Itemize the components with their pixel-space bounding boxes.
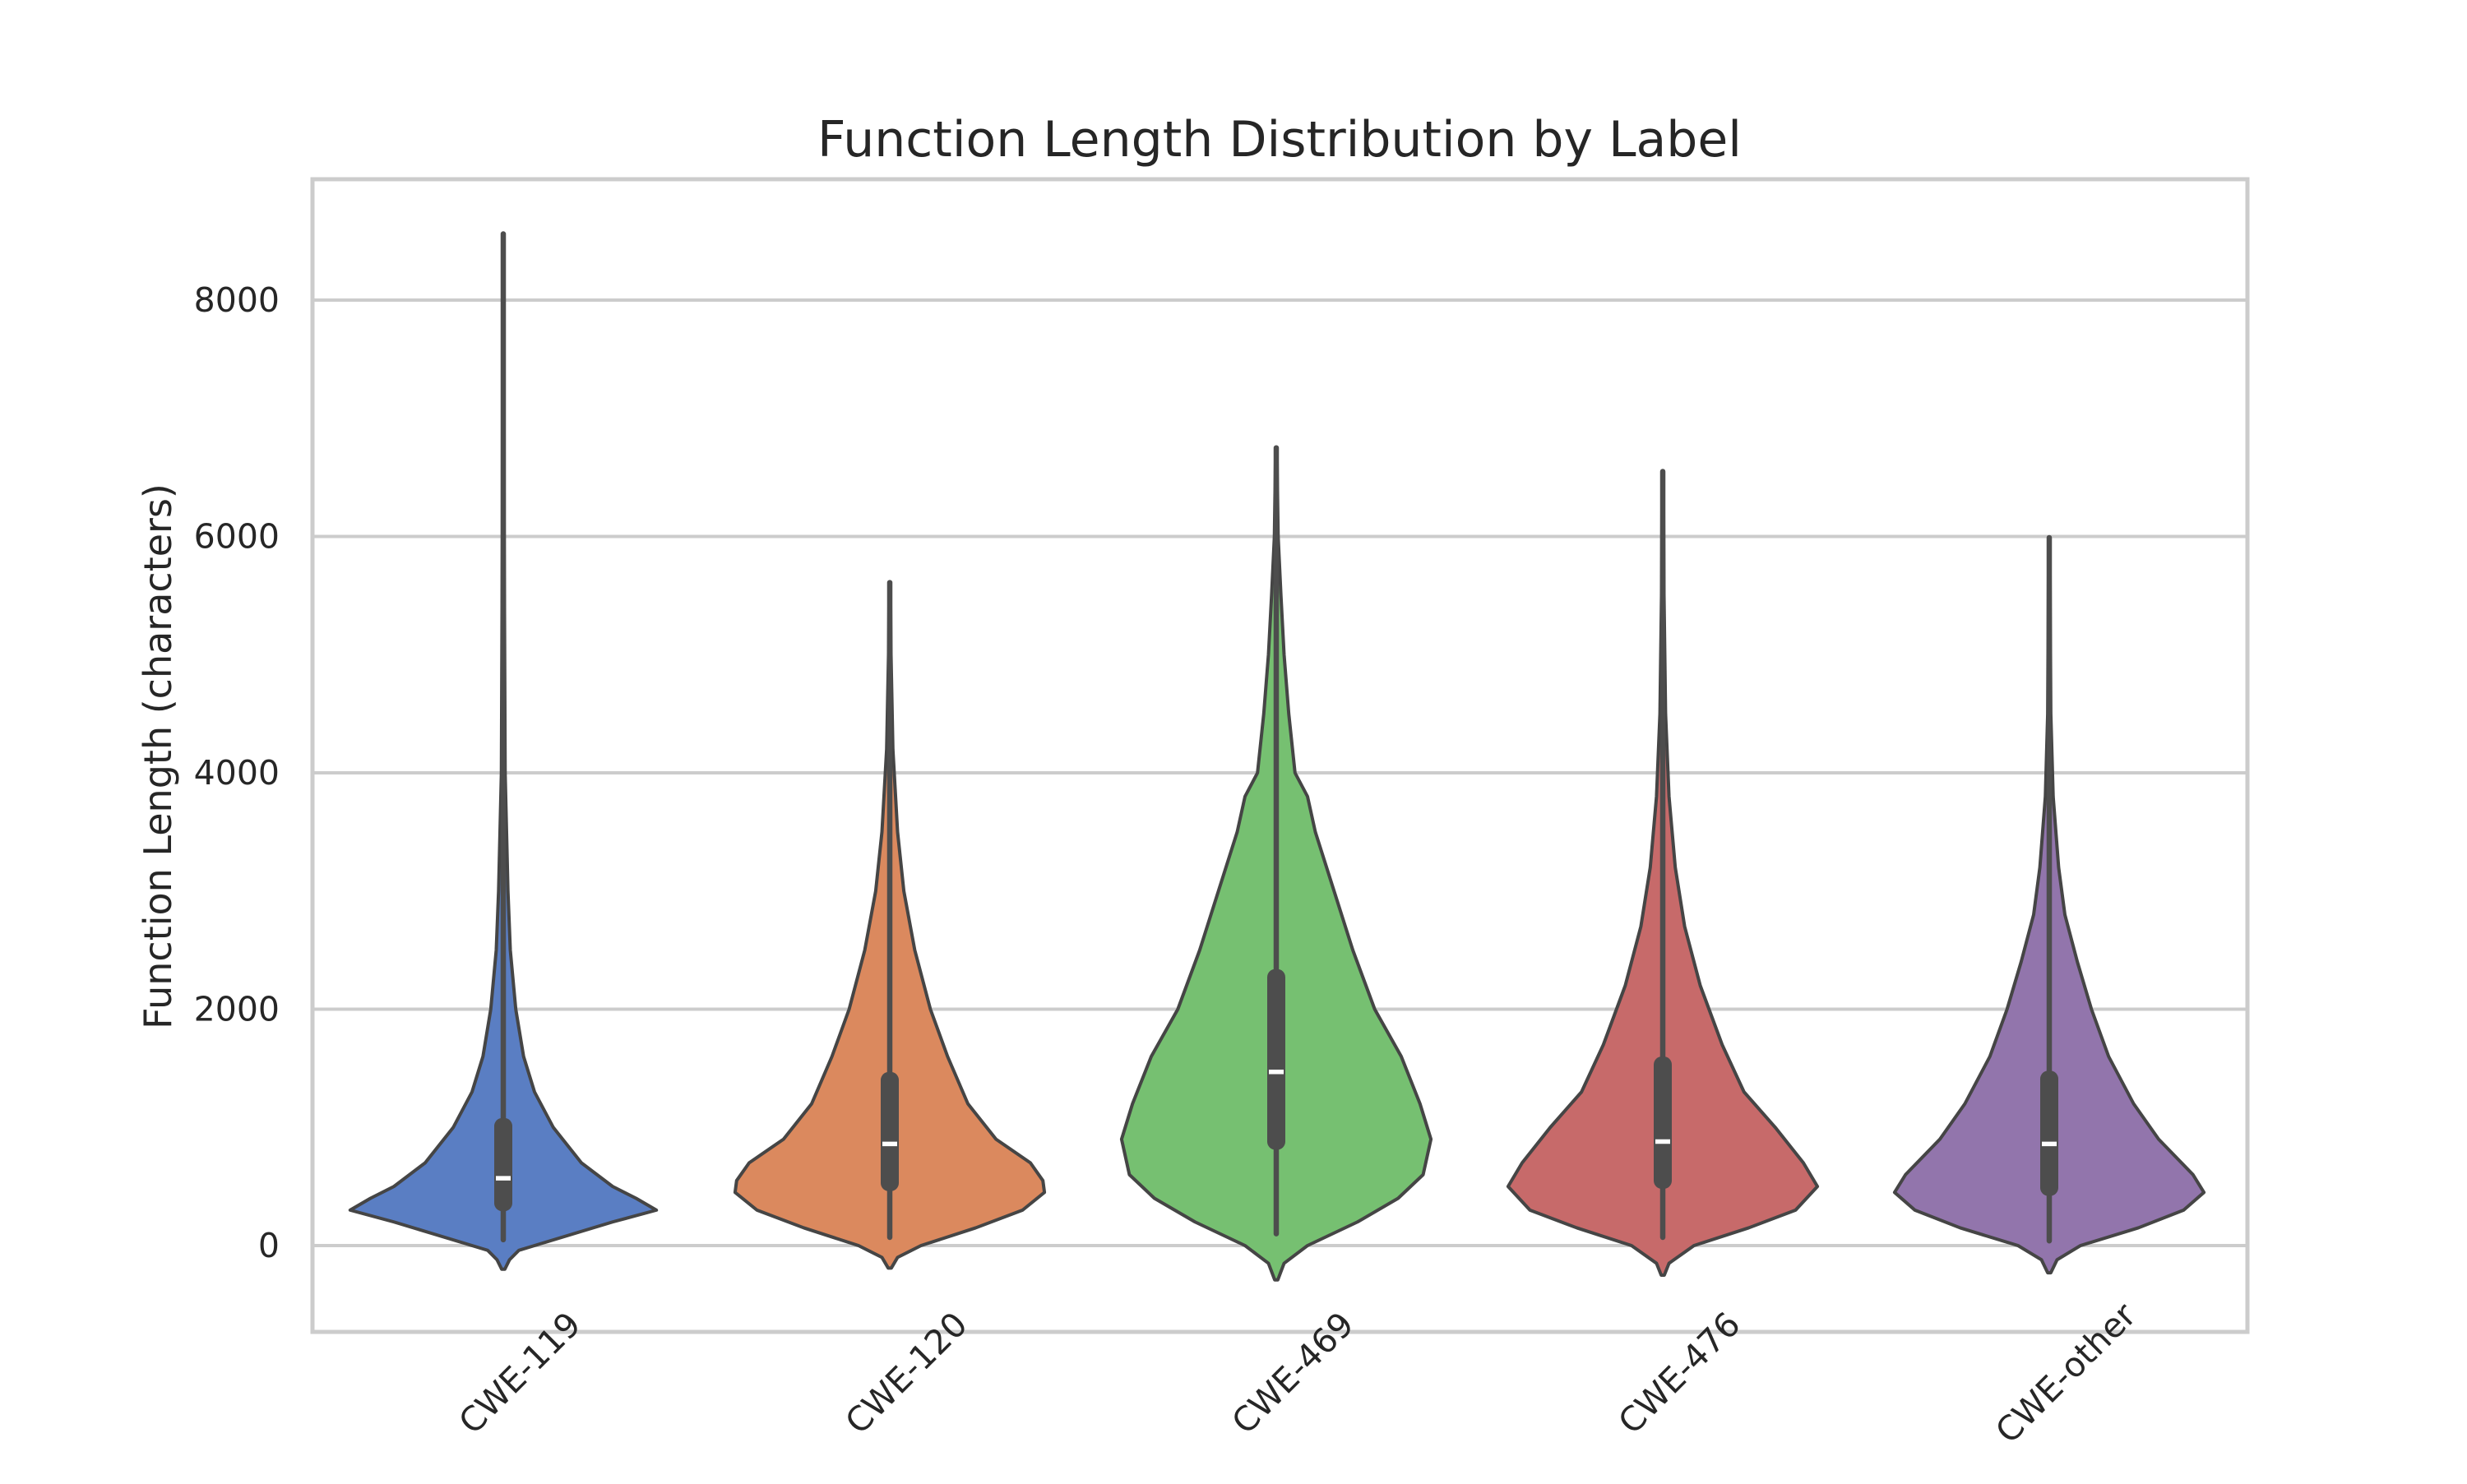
chart-title: Function Length Distribution by Label	[817, 111, 1742, 169]
iqr-box	[881, 1071, 899, 1191]
y-tick-label: 2000	[194, 990, 280, 1029]
y-tick-label: 0	[258, 1226, 280, 1265]
violins	[348, 231, 2206, 1282]
y-axis-label: Function Length (characters)	[136, 483, 180, 1029]
iqr-box	[1654, 1056, 1672, 1189]
y-ticks: 0 2000 4000 6000 8000	[194, 280, 280, 1265]
iqr-box	[494, 1117, 512, 1212]
y-tick-label: 4000	[194, 753, 280, 793]
plot-frame	[310, 177, 2250, 1334]
iqr-box	[1267, 969, 1285, 1150]
y-tick-label: 6000	[194, 517, 280, 557]
iqr-box	[2040, 1070, 2058, 1196]
y-tick-label: 8000	[194, 280, 280, 320]
